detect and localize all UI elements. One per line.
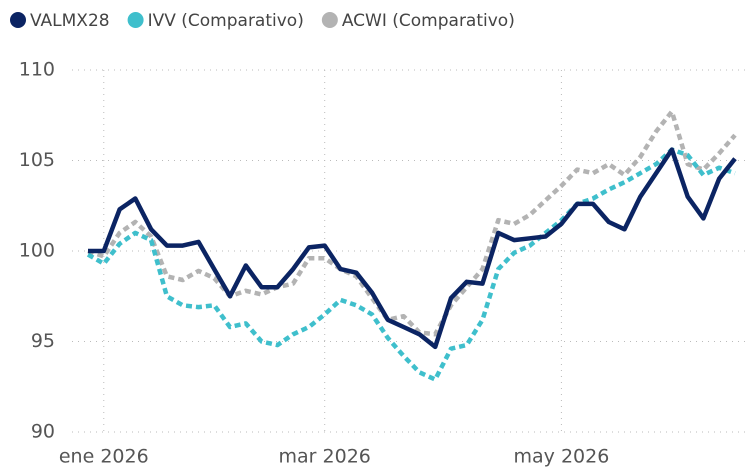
y-tick-label: 100: [19, 240, 55, 262]
legend-label: IVV (Comparativo): [148, 11, 304, 31]
y-tick-label: 105: [19, 149, 55, 171]
series-line: [88, 147, 737, 350]
x-tick-label: ene 2026: [59, 446, 149, 468]
legend-swatch: [127, 12, 144, 28]
y-tick-label: 95: [31, 330, 55, 352]
series-line: [87, 109, 737, 337]
x-tick-label: may 2026: [514, 446, 610, 468]
legend-swatch: [10, 12, 26, 28]
x-tick-label: mar 2026: [279, 446, 371, 468]
y-tick-label: 110: [19, 59, 55, 81]
series-line: [86, 147, 736, 382]
y-tick-label: 90: [31, 421, 55, 443]
legend-label: ACWI (Comparativo): [342, 11, 515, 31]
legend-label: VALMX28: [30, 11, 110, 31]
legend-swatch: [321, 12, 338, 28]
